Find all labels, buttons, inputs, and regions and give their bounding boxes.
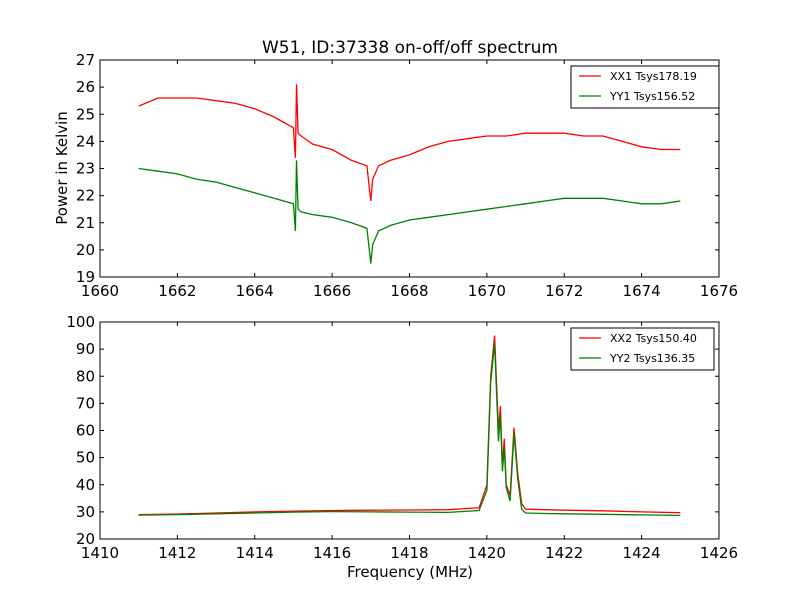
top-ytick-label: 24 <box>76 132 95 150</box>
bottom-ytick-label: 30 <box>76 503 95 521</box>
top-ytick-label: 26 <box>76 78 95 96</box>
top-xtick-label: 1670 <box>468 282 506 300</box>
top-legend-label-1: YY1 Tsys156.52 <box>609 90 695 103</box>
top-series-line-0 <box>138 84 681 202</box>
top-xtick-label: 1662 <box>158 282 196 300</box>
top-ytick-label: 21 <box>76 214 95 232</box>
bottom-chart-xlabel: Frequency (MHz) <box>347 563 473 581</box>
bottom-xtick-label: 1412 <box>158 544 196 562</box>
top-legend-label-0: XX1 Tsys178.19 <box>610 70 697 83</box>
top-xtick-label: 1664 <box>236 282 274 300</box>
top-legend-box <box>570 65 720 109</box>
bottom-ytick-label: 100 <box>66 313 95 331</box>
bottom-ytick-label: 20 <box>76 530 95 548</box>
top-series-line-1 <box>138 160 681 264</box>
top-xtick-label: 1676 <box>700 282 738 300</box>
top-plot: 1660 1662 1664 1666 1668 1670 1672 1674 1676 19 20… <box>76 51 738 300</box>
bottom-ytick-label: 80 <box>76 367 95 385</box>
bottom-legend-label-1: YY2 Tsys136.35 <box>609 352 695 365</box>
bottom-ytick-label: 70 <box>76 394 95 412</box>
bottom-ytick-label: 50 <box>76 449 95 467</box>
top-ytick-label: 23 <box>76 160 95 178</box>
top-ytick-label: 22 <box>76 187 95 205</box>
top-xtick-label: 1672 <box>545 282 583 300</box>
top-xtick-label: 1668 <box>390 282 428 300</box>
bottom-xtick-label: 1414 <box>236 544 274 562</box>
bottom-ytick-label: 60 <box>76 422 95 440</box>
top-ytick-label: 19 <box>76 268 95 286</box>
bottom-xtick-label: 1424 <box>623 544 661 562</box>
bottom-xtick-label: 1420 <box>468 544 506 562</box>
bottom-ytick-label: 90 <box>76 340 95 358</box>
top-xtick-label: 1666 <box>313 282 351 300</box>
top-xtick-label: 1660 <box>81 282 119 300</box>
bottom-legend-label-0: XX2 Tsys150.40 <box>610 332 697 345</box>
top-xtick-label: 1674 <box>623 282 661 300</box>
top-ytick-label: 25 <box>76 105 95 123</box>
top-chart-ylabel: Power in Kelvin <box>53 111 71 225</box>
bottom-xtick-label: 1410 <box>81 544 119 562</box>
bottom-xtick-label: 1422 <box>545 544 583 562</box>
bottom-series-line-0 <box>138 335 681 516</box>
bottom-xtick-label: 1418 <box>390 544 428 562</box>
top-chart-title: W51, ID:37338 on-off/off spectrum <box>262 38 558 58</box>
top-ytick-label: 27 <box>76 51 95 69</box>
bottom-legend: XX2 Tsys150.40 YY2 Tsys136.35 <box>570 327 715 371</box>
bottom-ytick-label: 40 <box>76 476 95 494</box>
bottom-legend-box <box>570 327 715 371</box>
bottom-xtick-label: 1416 <box>313 544 351 562</box>
bottom-xtick-label: 1426 <box>700 544 738 562</box>
bottom-plot: 1410 1412 1414 1416 1418 1420 1422 1424 1426 20 30… <box>66 313 738 562</box>
top-ytick-label: 20 <box>76 241 95 259</box>
bottom-series-line-1 <box>138 343 681 517</box>
top-legend: XX1 Tsys178.19 YY1 Tsys156.52 <box>570 65 720 109</box>
